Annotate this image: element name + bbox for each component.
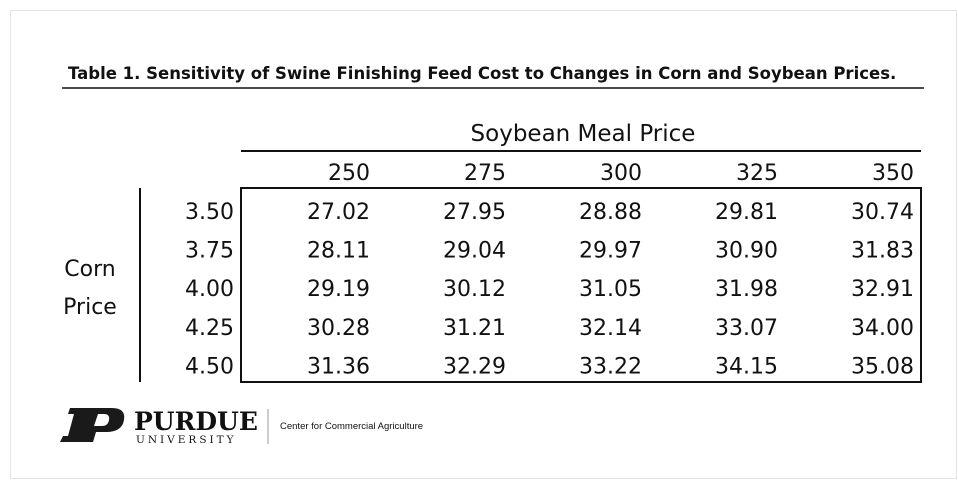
row-label: 4.25 — [185, 316, 234, 341]
column-header: 250 — [328, 161, 370, 186]
cell: 34.00 — [851, 316, 914, 341]
cell: 35.08 — [851, 354, 914, 379]
cell: 33.22 — [579, 354, 642, 379]
row-group: Price — [63, 295, 117, 320]
cell: 33.07 — [715, 316, 778, 341]
cell: 31.21 — [443, 316, 506, 341]
logo: PURDUE UNIVERSITY Center for Commercial … — [60, 407, 423, 446]
cell: 32.91 — [851, 277, 914, 302]
cell: 27.02 — [307, 200, 370, 225]
cell: 31.36 — [307, 354, 370, 379]
logo-sub: UNIVERSITY — [136, 434, 237, 446]
cell: 31.98 — [715, 277, 778, 302]
cell: 31.83 — [851, 239, 914, 264]
table-title: Table 1. Sensitivity of Swine Finishing … — [68, 64, 896, 83]
cell: 30.28 — [307, 316, 370, 341]
cell: 27.95 — [443, 200, 506, 225]
row-label: 4.00 — [185, 277, 234, 302]
cell: 30.12 — [443, 277, 506, 302]
logo-mark — [60, 408, 125, 442]
cell: 28.88 — [579, 200, 642, 225]
cell: 34.15 — [715, 354, 778, 379]
row-label: 3.50 — [185, 200, 234, 225]
cell: 32.29 — [443, 354, 506, 379]
data-box — [240, 187, 922, 383]
cell: 30.74 — [851, 200, 914, 225]
row-group: Corn — [64, 257, 115, 282]
column-header: 350 — [872, 161, 914, 186]
column-header: 325 — [736, 161, 778, 186]
column-group: Soybean Meal Price — [471, 121, 696, 147]
cell: 32.14 — [579, 316, 642, 341]
cell: 29.81 — [715, 200, 778, 225]
cell: 29.04 — [443, 239, 506, 264]
cell: 28.11 — [307, 239, 370, 264]
column-header: 300 — [600, 161, 642, 186]
cell: 29.19 — [307, 277, 370, 302]
row-label: 3.75 — [185, 239, 234, 264]
column-header: 275 — [464, 161, 506, 186]
cell: 29.97 — [579, 239, 642, 264]
row-label: 4.50 — [185, 354, 234, 379]
unit-name: Center for Commercial Agriculture — [280, 421, 423, 432]
logo-name: PURDUE — [134, 407, 258, 436]
cell: 30.90 — [715, 239, 778, 264]
cell: 31.05 — [579, 277, 642, 302]
